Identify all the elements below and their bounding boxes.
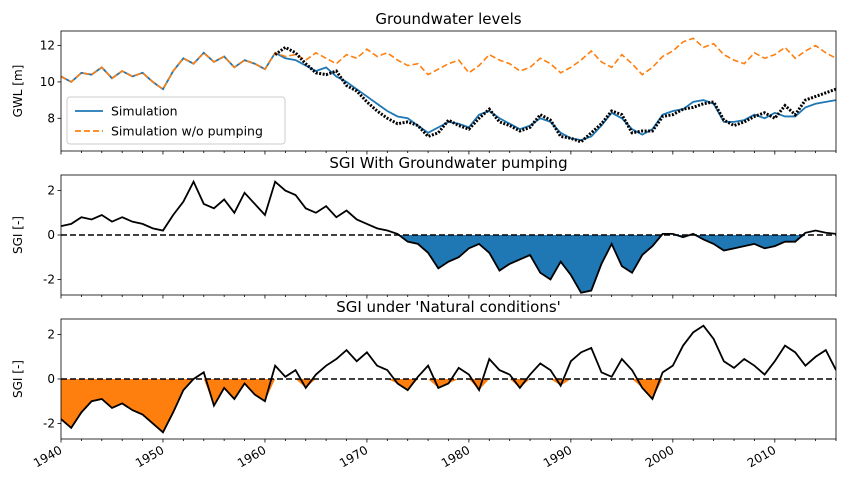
y-axis-label: SGI [-]: [11, 216, 25, 254]
x-tick-label: 1970: [337, 443, 370, 470]
sgi-series-line: [61, 179, 836, 294]
y-tick-label: 10: [40, 75, 55, 89]
x-tick-label: 1950: [133, 443, 166, 470]
legend-label: Simulation: [111, 104, 178, 119]
y-tick-label: 2: [47, 328, 55, 342]
y-axis-label: SGI [-]: [11, 360, 25, 398]
x-tick-label: 1980: [439, 443, 472, 470]
y-tick-label: 0: [47, 372, 55, 386]
y-tick-label: -2: [43, 416, 55, 430]
panel-1: 8 10 12 Groundwater levels GWL [m] Simulation…: [11, 10, 837, 155]
x-tick-label: 2000: [643, 443, 676, 470]
y-tick-label: 2: [47, 184, 55, 198]
x-tick-label: 2010: [745, 443, 778, 470]
panel-3: -2 0 2 1940 1950 1960 1970 1980 1990 2000 2010 SGI …: [11, 298, 837, 470]
panel-title: SGI With Groundwater pumping: [329, 154, 567, 172]
panel-2: -2 0 2 SGI With Groundwater pumping SGI [-]: [11, 154, 837, 299]
series-simulation-wo-pumping: [61, 37, 836, 91]
y-tick-label: 0: [47, 228, 55, 242]
y-axis-label: GWL [m]: [11, 65, 25, 118]
sgi-series-line: [61, 324, 836, 434]
plot-area: [61, 179, 836, 294]
legend-label: Simulation w/o pumping: [111, 124, 263, 139]
y-tick-label: 8: [47, 111, 55, 125]
panel-title: Groundwater levels: [375, 10, 521, 28]
legend-box: [66, 96, 286, 145]
x-tick-label: 1960: [235, 443, 268, 470]
x-tick-label: 1990: [541, 443, 574, 470]
observations-series: [274, 45, 836, 144]
plot-area: [61, 37, 836, 144]
y-tick-label: -2: [43, 272, 55, 286]
legend: Simulation Simulation w/o pumping: [66, 96, 286, 145]
panel-title: SGI under 'Natural conditions': [336, 298, 561, 316]
negative-fill-area: [61, 379, 836, 433]
plot-area: [61, 324, 836, 434]
y-tick-label: 12: [40, 39, 55, 53]
negative-fill-area: [61, 235, 836, 293]
x-tick-label: 1940: [31, 443, 64, 470]
